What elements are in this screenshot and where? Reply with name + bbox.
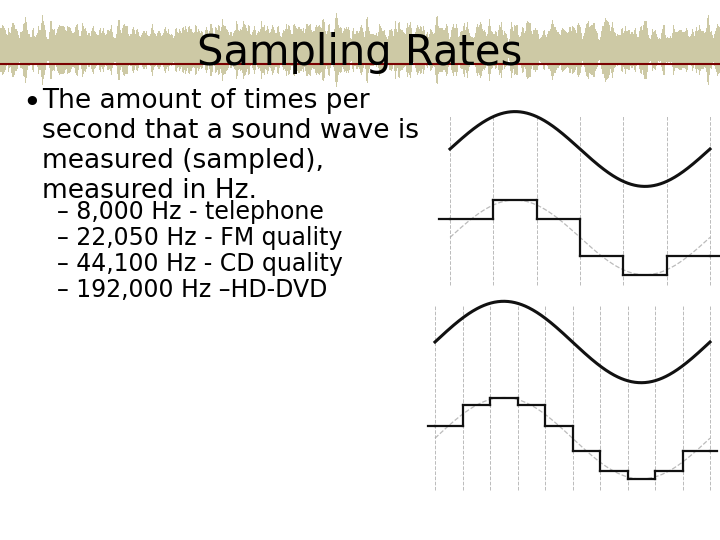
Text: – 192,000 Hz –HD-DVD: – 192,000 Hz –HD-DVD [57,278,328,302]
Text: The amount of times per: The amount of times per [42,88,369,114]
Text: – 44,100 Hz - CD quality: – 44,100 Hz - CD quality [57,252,343,276]
Text: •: • [22,88,41,119]
Text: Sampling Rates: Sampling Rates [197,32,523,74]
Text: – 8,000 Hz - telephone: – 8,000 Hz - telephone [57,200,324,224]
Text: measured in Hz.: measured in Hz. [42,178,257,204]
Text: second that a sound wave is: second that a sound wave is [42,118,419,144]
Text: – 22,050 Hz - FM quality: – 22,050 Hz - FM quality [57,226,343,250]
Text: measured (sampled),: measured (sampled), [42,148,324,174]
